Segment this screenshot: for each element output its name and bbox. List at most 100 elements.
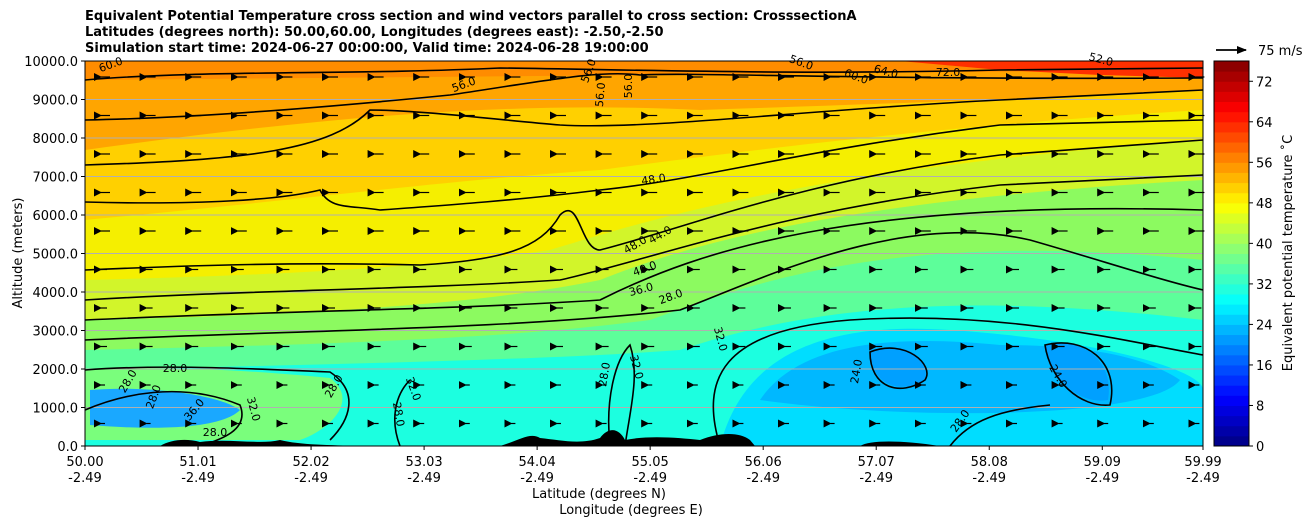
x-tick-label-lon: -2.49: [1186, 471, 1220, 486]
contour-line: [1044, 342, 1113, 406]
y-tick-label: 3000.0: [33, 325, 79, 340]
contour-label: 48.0: [640, 171, 666, 187]
colorbar-tick-label: 24: [1256, 318, 1273, 333]
contour-line: [85, 207, 1203, 321]
x-tick-label-lon: -2.49: [68, 471, 102, 486]
y-axis-label: Altitude (meters): [11, 198, 26, 309]
colorbar-segment: [1214, 263, 1249, 275]
colorbar-segment: [1214, 131, 1249, 143]
colorbar-segment: [1214, 354, 1249, 366]
y-tick-label: 7000.0: [33, 171, 79, 186]
colorbar-tick-label: 16: [1256, 359, 1273, 374]
colorbar-segment: [1214, 283, 1249, 295]
colorbar-tick-label: 40: [1256, 237, 1273, 252]
contour-label: 28.0: [203, 426, 228, 439]
colorbar-segment: [1214, 202, 1249, 214]
colorbar-segment: [1214, 435, 1249, 447]
colorbar-tick-label: 56: [1256, 156, 1273, 171]
title-line-3: Simulation start time: 2024-06-27 00:00:…: [85, 41, 649, 56]
colorbar-segment: [1214, 81, 1249, 92]
contour-label: 28.0: [390, 401, 407, 427]
colorbar-segment: [1214, 243, 1249, 254]
x-tick-label-lon: -2.49: [407, 471, 441, 486]
x-tick-label-lon: -2.49: [972, 471, 1006, 486]
theta-e-band-22: [90, 388, 240, 428]
colorbar-segment: [1214, 233, 1249, 244]
colorbar-tick-label: 48: [1256, 197, 1273, 212]
colorbar-segment: [1214, 223, 1249, 234]
contour-line: [869, 347, 928, 390]
contour-label: 56.0: [622, 74, 635, 99]
colorbar-segment: [1214, 314, 1249, 325]
wind-vectors: [94, 73, 1205, 428]
contour-label: 64.0: [872, 62, 899, 81]
title-line-1: Equivalent Potential Temperature cross s…: [85, 9, 857, 24]
colorbar-segment: [1214, 152, 1249, 163]
colorbar-label: Equivalent potential temperature ˚C: [1280, 135, 1296, 371]
contour-line: [85, 390, 243, 446]
colorbar-segment: [1214, 182, 1249, 194]
colorbar-segment: [1214, 253, 1249, 265]
contour-line: [85, 67, 1203, 81]
contour-line: [394, 379, 411, 446]
colorbar-segment: [1214, 273, 1249, 285]
y-axis: 0.0 1000.0 2000.0 3000.0 4000.0 5000.0 6000.0 7…: [24, 55, 85, 455]
x-tick-label-lat: 59.09: [1084, 455, 1121, 470]
contour-label: 32.0: [244, 396, 263, 423]
x-tick-label-lat: 57.07: [858, 455, 895, 470]
contour-line: [85, 72, 1203, 121]
contour-label: 56.0: [593, 82, 608, 108]
wind-reference-label: 75 m/s: [1258, 44, 1303, 59]
x-tick-label-lat: 54.04: [519, 455, 556, 470]
contour-lines: [85, 67, 1203, 446]
x-tick-label-lon: -2.49: [520, 471, 554, 486]
y-tick-label: 5000.0: [33, 248, 79, 263]
x-tick-label-lat: 52.02: [292, 455, 329, 470]
x-tick-label-lon: -2.49: [859, 471, 893, 486]
colorbar-tick-label: 64: [1256, 116, 1273, 131]
colorbar-segment: [1214, 91, 1249, 103]
contour-label: 24.0: [848, 358, 865, 384]
colorbar-segment: [1214, 364, 1249, 376]
colorbar: 0 8 16 24 32 40 48 56 64 72: [1213, 60, 1273, 455]
contour-line: [607, 343, 636, 446]
x-tick-label-lat: 53.03: [405, 455, 442, 470]
x-tick-label-lat: 50.00: [66, 455, 103, 470]
colorbar-segment: [1214, 324, 1249, 336]
contour-label: 72.0: [936, 66, 961, 79]
colorbar-segment: [1214, 415, 1249, 427]
x-tick-label-lon: -2.49: [294, 471, 328, 486]
contour-label: 52.0: [1087, 50, 1114, 69]
colorbar-segment: [1214, 385, 1249, 396]
y-tick-label: 1000.0: [33, 402, 79, 417]
y-tick-label: 2000.0: [33, 363, 79, 378]
contour-line: [712, 317, 1203, 446]
contour-label: 36.0: [628, 280, 655, 299]
y-tick-label: 9000.0: [33, 94, 79, 109]
contour-line: [85, 119, 1203, 211]
contour-label: 32.0: [627, 354, 646, 381]
colorbar-tick-label: 0: [1256, 440, 1264, 455]
x-tick-label-lat: 58.08: [971, 455, 1008, 470]
colorbar-segment: [1214, 344, 1249, 356]
colorbar-segment: [1214, 395, 1249, 406]
contour-label: 28.0: [163, 362, 188, 375]
y-tick-label: 4000.0: [33, 286, 79, 301]
x-tick-label-lat: 59.99: [1184, 455, 1221, 470]
colorbar-segment: [1214, 425, 1249, 437]
colorbar-tick-label: 32: [1256, 278, 1273, 293]
x-tick-label-lon: -2.49: [633, 471, 667, 486]
theta-e-band-22c: [1045, 342, 1109, 401]
colorbar-segment: [1214, 212, 1249, 224]
x-axis: 50.00-2.4951.01-2.4952.02-2.4953.03-2.49…: [66, 446, 1222, 486]
colorbar-segment: [1214, 121, 1249, 133]
y-tick-label: 0.0: [57, 440, 78, 455]
colorbar-segment: [1214, 101, 1249, 113]
chart-title: Equivalent Potential Temperature cross s…: [85, 9, 857, 57]
x-tick-label-lat: 56.06: [745, 455, 782, 470]
y-tick-label: 8000.0: [33, 132, 79, 147]
contour-line: [85, 174, 1203, 301]
colorbar-segment: [1214, 304, 1249, 315]
x-tick-label-lat: 51.01: [179, 455, 216, 470]
